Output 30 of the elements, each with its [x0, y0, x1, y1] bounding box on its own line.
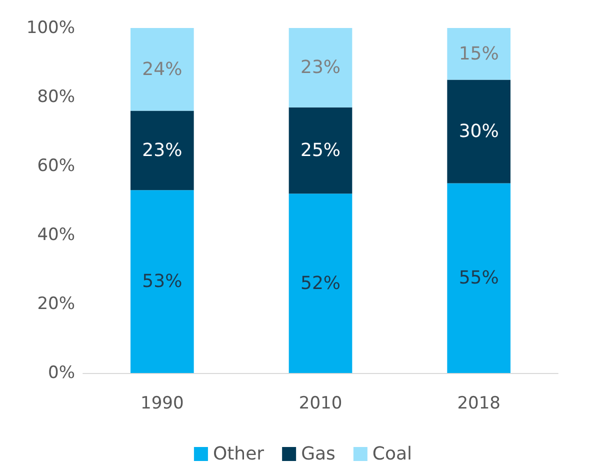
data-label: 53% [142, 271, 182, 292]
bar [130, 28, 194, 111]
bar [447, 80, 510, 184]
data-label: 52% [300, 272, 341, 294]
bar [130, 110, 194, 190]
bar [288, 194, 352, 373]
y-tick-label: 100% [26, 18, 75, 38]
y-tick-label: 0% [48, 363, 75, 383]
x-tick-label: 2010 [298, 394, 342, 414]
bar [130, 190, 194, 373]
data-label: 25% [300, 140, 341, 161]
y-tick-label: 60% [37, 156, 75, 176]
data-label: 24% [142, 58, 182, 80]
data-label: 23% [142, 140, 182, 161]
bar [288, 28, 352, 108]
bar [288, 107, 352, 194]
y-tick-label: 40% [37, 225, 75, 245]
x-tick-label: 1990 [140, 394, 184, 414]
data-label: 55% [458, 268, 499, 289]
bar [447, 183, 510, 373]
data-label: 15% [458, 43, 499, 64]
y-tick-label: 80% [37, 87, 75, 107]
data-label: 23% [300, 57, 341, 78]
y-tick-label: 20% [37, 294, 75, 314]
legend-label: Other [212, 444, 265, 464]
legend-label: Gas [301, 444, 336, 464]
legend-label: Coal [372, 444, 412, 464]
x-tick-label: 2018 [457, 394, 500, 414]
data-label: 30% [458, 121, 499, 142]
bar [447, 28, 510, 80]
